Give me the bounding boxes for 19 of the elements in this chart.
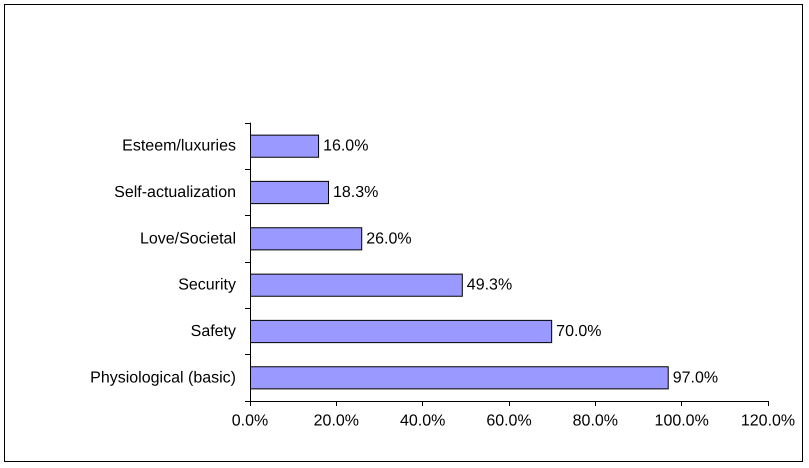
y-tick-label: Esteem/luxuries <box>122 138 236 155</box>
y-tick-label: Love/Societal <box>140 230 236 248</box>
y-tick-label: Self-actualization <box>114 184 236 201</box>
data-label: 26.0% <box>366 230 412 248</box>
x-tick-label: 100.0% <box>654 412 709 430</box>
x-tick-label: 0.0% <box>232 412 268 430</box>
x-tick-label: 120.0% <box>740 412 796 430</box>
data-label: 18.3% <box>332 184 378 201</box>
data-label: 49.3% <box>466 276 512 294</box>
x-tick-label: 80.0% <box>572 412 618 430</box>
x-tick-label: 20.0% <box>314 412 360 430</box>
y-tick-label: Security <box>178 276 236 294</box>
data-label: 70.0% <box>556 323 602 340</box>
data-label: 16.0% <box>323 138 368 155</box>
y-tick-label: Physiological (basic) <box>90 369 236 386</box>
x-tick-label: 60.0% <box>486 412 532 430</box>
y-tick-label: Safety <box>190 323 236 340</box>
x-tick-label: 40.0% <box>400 412 446 430</box>
data-label: 97.0% <box>672 369 718 386</box>
